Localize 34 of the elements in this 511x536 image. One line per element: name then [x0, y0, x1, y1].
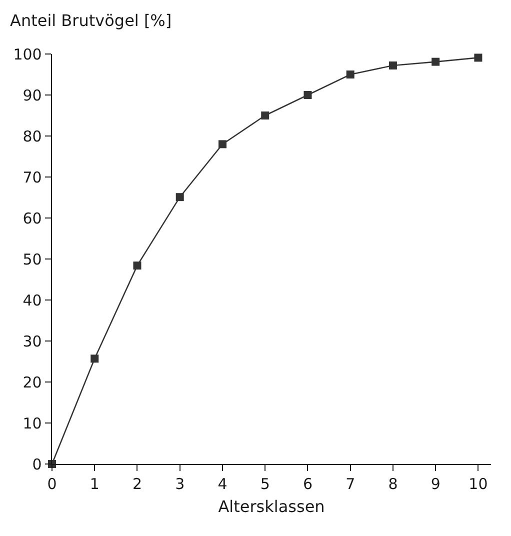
point: [261, 112, 270, 120]
point: [176, 193, 184, 202]
point: [388, 61, 397, 70]
point: [474, 54, 482, 62]
x-tick-label: 2: [132, 475, 142, 494]
x-tick-label: 1: [90, 475, 100, 494]
y-tick-label: 10: [22, 414, 42, 432]
y-tick-label: 20: [22, 373, 42, 392]
point: [218, 140, 226, 148]
x-tick-label: 8: [388, 475, 398, 494]
y-axis-title: Anteil Brutvögel [%]: [10, 11, 172, 30]
y-tick-label: 0: [32, 455, 42, 474]
x-tick-label: 0: [47, 475, 57, 494]
x-axis-title: Altersklassen: [218, 496, 325, 516]
point: [133, 262, 142, 270]
point: [432, 58, 440, 66]
x-tick-label: 10: [468, 475, 488, 494]
y-tick-label: 80: [22, 127, 42, 146]
x-tick-label: 3: [175, 475, 185, 494]
y-tick-label: 90: [22, 86, 42, 104]
point: [304, 91, 312, 99]
y-tick-label: 60: [22, 209, 42, 228]
y-tick-label: 70: [22, 168, 42, 186]
y-tick-label: 50: [22, 250, 42, 268]
y-tick-label: 40: [22, 291, 42, 310]
y-tick-label: 30: [22, 332, 42, 350]
point: [346, 70, 354, 78]
x-tick-label: 7: [346, 475, 356, 494]
y-tick-label: 100: [13, 45, 42, 64]
point: [90, 354, 99, 363]
x-tick-label: 5: [260, 475, 270, 494]
x-tick-label: 4: [218, 475, 228, 494]
x-tick-label: 6: [302, 475, 313, 494]
x-tick-label: 9: [430, 475, 440, 494]
